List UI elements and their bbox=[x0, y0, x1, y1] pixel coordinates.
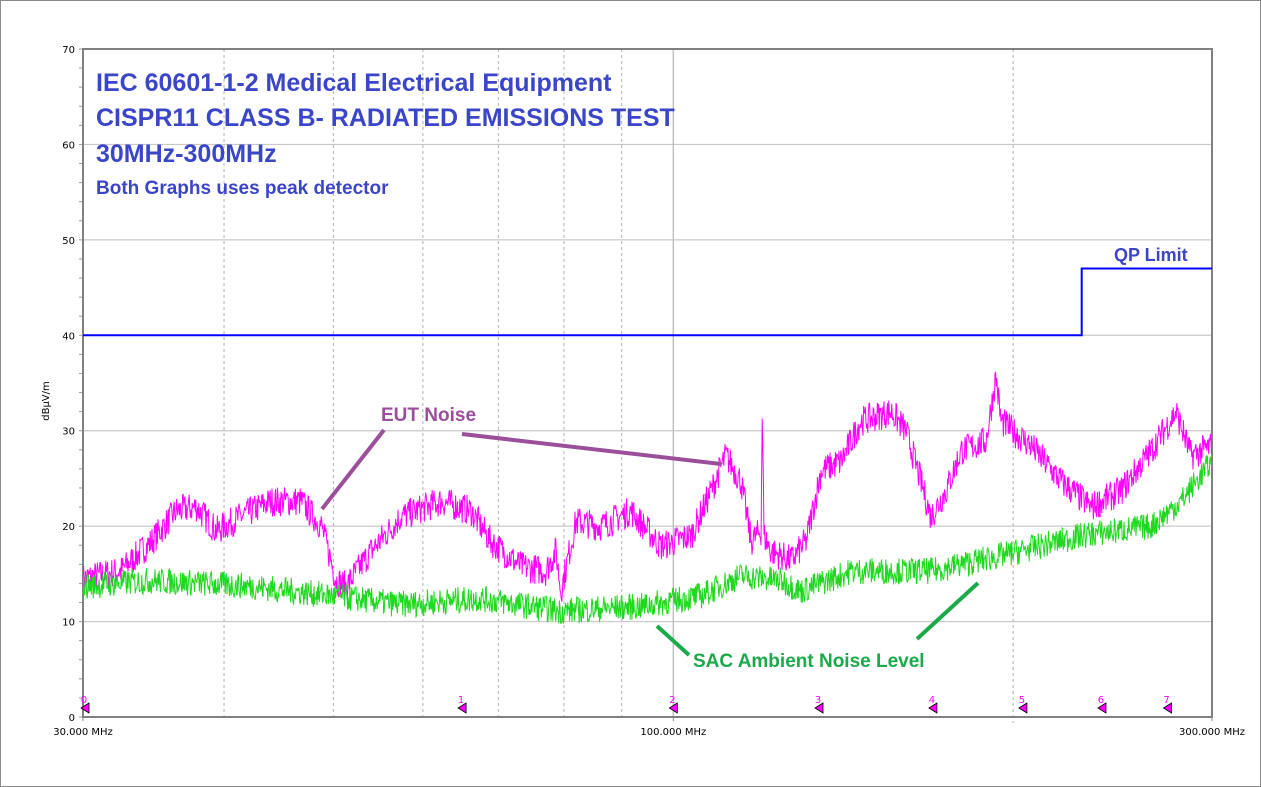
series-layer bbox=[82, 267, 1213, 624]
sac-arrow-left bbox=[655, 624, 691, 657]
marker-label: 4 bbox=[929, 695, 935, 706]
plot-frame bbox=[82, 48, 1213, 718]
marker-label: 6 bbox=[1098, 695, 1104, 706]
series-sac-ambient-noise-level bbox=[82, 453, 1213, 624]
sac-noise-label: SAC Ambient Noise Level bbox=[693, 651, 925, 672]
sac-arrow-right bbox=[915, 581, 980, 641]
marker-6-icon bbox=[1097, 702, 1107, 714]
marker-label: 2 bbox=[669, 695, 675, 706]
y-axis-label: dBµV/m bbox=[41, 381, 52, 421]
marker-layer: 0 1 2 3 4 5 6 7 bbox=[80, 695, 1172, 714]
title-line-3: 30MHz-300MHz bbox=[96, 140, 277, 168]
marker-2-icon bbox=[668, 702, 678, 714]
series-qp-limit bbox=[83, 267, 1212, 337]
marker-0-icon bbox=[80, 702, 90, 714]
eut-noise-label: EUT Noise bbox=[381, 405, 476, 426]
marker-7-icon bbox=[1162, 702, 1172, 714]
title-block: IEC 60601-1-2 Medical Electrical Equipme… bbox=[96, 69, 675, 199]
marker-label: 3 bbox=[815, 695, 821, 706]
x-tick-label: 100.000 MHz bbox=[640, 727, 706, 738]
x-tick-label: 30.000 MHz bbox=[53, 727, 113, 738]
title-line-2: CISPR11 CLASS B- RADIATED EMISSIONS TEST bbox=[96, 104, 675, 132]
y-tick-label: 20 bbox=[62, 522, 75, 533]
title-line-1: IEC 60601-1-2 Medical Electrical Equipme… bbox=[96, 69, 612, 97]
x-tick-label: 300.000 MHz bbox=[1179, 727, 1245, 738]
marker-label: 1 bbox=[458, 695, 464, 706]
annotations: EUT Noise SAC Ambient Noise Level QP Lim… bbox=[320, 245, 1188, 672]
y-tick-label: 10 bbox=[62, 618, 75, 629]
marker-1-icon bbox=[457, 702, 467, 714]
y-tick-label: 30 bbox=[62, 427, 75, 438]
marker-5-icon bbox=[1018, 702, 1028, 714]
qp-limit-label: QP Limit bbox=[1114, 245, 1188, 265]
marker-4-icon bbox=[928, 702, 938, 714]
eut-arrow-right bbox=[461, 432, 722, 466]
y-tick-label: 70 bbox=[62, 45, 75, 56]
eut-arrow-left bbox=[320, 428, 386, 511]
series-eut-noise bbox=[82, 371, 1213, 602]
marker-label: 7 bbox=[1163, 695, 1169, 706]
subtitle: Both Graphs uses peak detector bbox=[96, 178, 389, 199]
y-tick-label: 60 bbox=[62, 140, 75, 151]
marker-label: 0 bbox=[81, 695, 87, 706]
y-tick-label: 40 bbox=[62, 331, 75, 342]
y-tick-label: 50 bbox=[62, 236, 75, 247]
marker-3-icon bbox=[814, 702, 824, 714]
y-tick-label: 0 bbox=[69, 713, 75, 724]
marker-label: 5 bbox=[1019, 695, 1025, 706]
